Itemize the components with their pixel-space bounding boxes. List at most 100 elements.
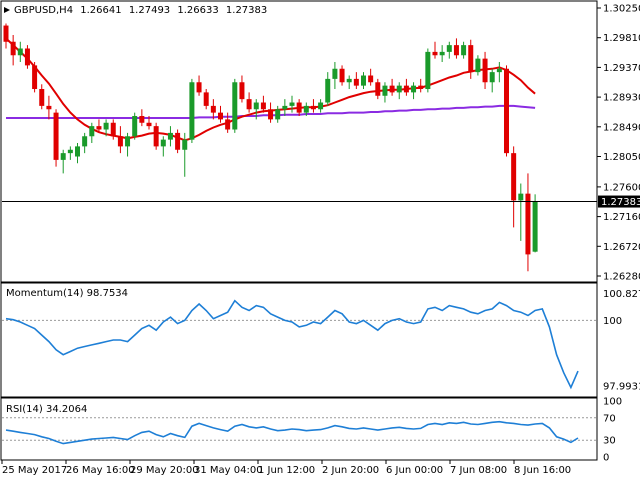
candle [125,132,131,157]
candle-body [303,105,309,113]
candle [153,122,159,150]
candle [167,126,173,147]
candle-body [525,193,531,255]
candle [525,173,531,272]
candle-body [132,116,138,137]
candle [275,105,281,123]
candle [10,35,16,66]
candle [389,78,395,96]
candle-body [260,102,266,110]
candle [110,119,116,140]
time-tick-label: 25 May 2017 [2,465,67,476]
close-value: 1.27383 [226,5,267,16]
candles-layer [3,23,538,272]
candle [318,99,324,113]
candle-body [361,75,366,86]
price-tick-label: 1.29370 [603,63,640,74]
candle-body [239,82,245,100]
candle-body [246,99,252,110]
candle-body [117,136,123,147]
candle-body [75,146,80,157]
candle [425,48,431,93]
candle-body [325,78,331,103]
time-tick-label: 31 May 04:00 [194,465,263,476]
candle-body [32,65,38,90]
candle-body [475,58,481,73]
price-tick-label: 1.28050 [603,152,640,163]
candle [382,82,388,103]
candle [403,78,409,96]
candle-body [232,82,238,130]
time-tick-label: 29 May 20:00 [130,465,199,476]
candle [246,92,252,113]
candle-body [482,58,488,83]
candle-body [203,92,209,106]
price-tick-label: 1.30250 [603,4,640,15]
price-tick-label: 1.26720 [603,242,640,253]
candle-body [275,109,281,120]
candle-body [210,105,216,113]
candle [103,119,109,137]
candle [139,109,145,127]
candle-body [418,85,424,90]
current-price-layer: 1.27383 [2,195,640,208]
candle-body [103,122,109,130]
candle [418,78,424,93]
candle-body [318,102,324,110]
candle-body [403,85,409,93]
candle [518,183,524,241]
candle [339,65,345,86]
candle-body [175,132,181,150]
open-value: 1.26641 [80,5,121,16]
rsi-tick-label: 100 [603,397,622,408]
candle-body [310,105,316,110]
rsi-tick-label: 70 [603,413,616,424]
candle-body [60,153,66,160]
rsi-label: RSI(14) 34.2064 [6,404,87,415]
candle-body [432,51,438,56]
candle-body [532,201,538,252]
candle [196,75,202,96]
candle [468,39,474,79]
candle [482,51,488,90]
time-tick-label: 1 Jun 12:00 [258,465,315,476]
candle [346,75,352,90]
candle-body [496,68,502,73]
candle [303,102,309,117]
candle [253,99,259,120]
candle [39,84,45,110]
rsi-panel-frame [0,397,598,461]
candle [175,129,181,154]
candle [396,82,402,100]
candle-body [89,126,95,137]
candle [504,65,509,157]
candle [453,38,459,59]
candle [353,72,359,90]
momentum-tick-label: 100 [603,316,622,327]
candle-body [139,116,145,123]
candle [282,99,288,117]
candle-body [218,112,223,120]
candle-body [296,102,302,113]
candle [60,149,66,174]
candle [496,62,502,83]
momentum-line [5,299,579,390]
candle-body [368,75,374,83]
candle [17,41,23,63]
candle [461,41,467,59]
candle-body [332,68,338,79]
candle [232,78,238,133]
candle-body [439,51,445,56]
candle-body [96,126,102,130]
momentum-tick-label: 100.8274 [603,289,640,300]
candle [182,132,188,177]
candle [32,62,38,93]
candle-body [17,48,23,56]
candle-body [146,122,152,127]
candle [210,99,216,120]
candle [225,112,231,133]
candle [132,112,138,140]
candle-body [339,68,345,83]
